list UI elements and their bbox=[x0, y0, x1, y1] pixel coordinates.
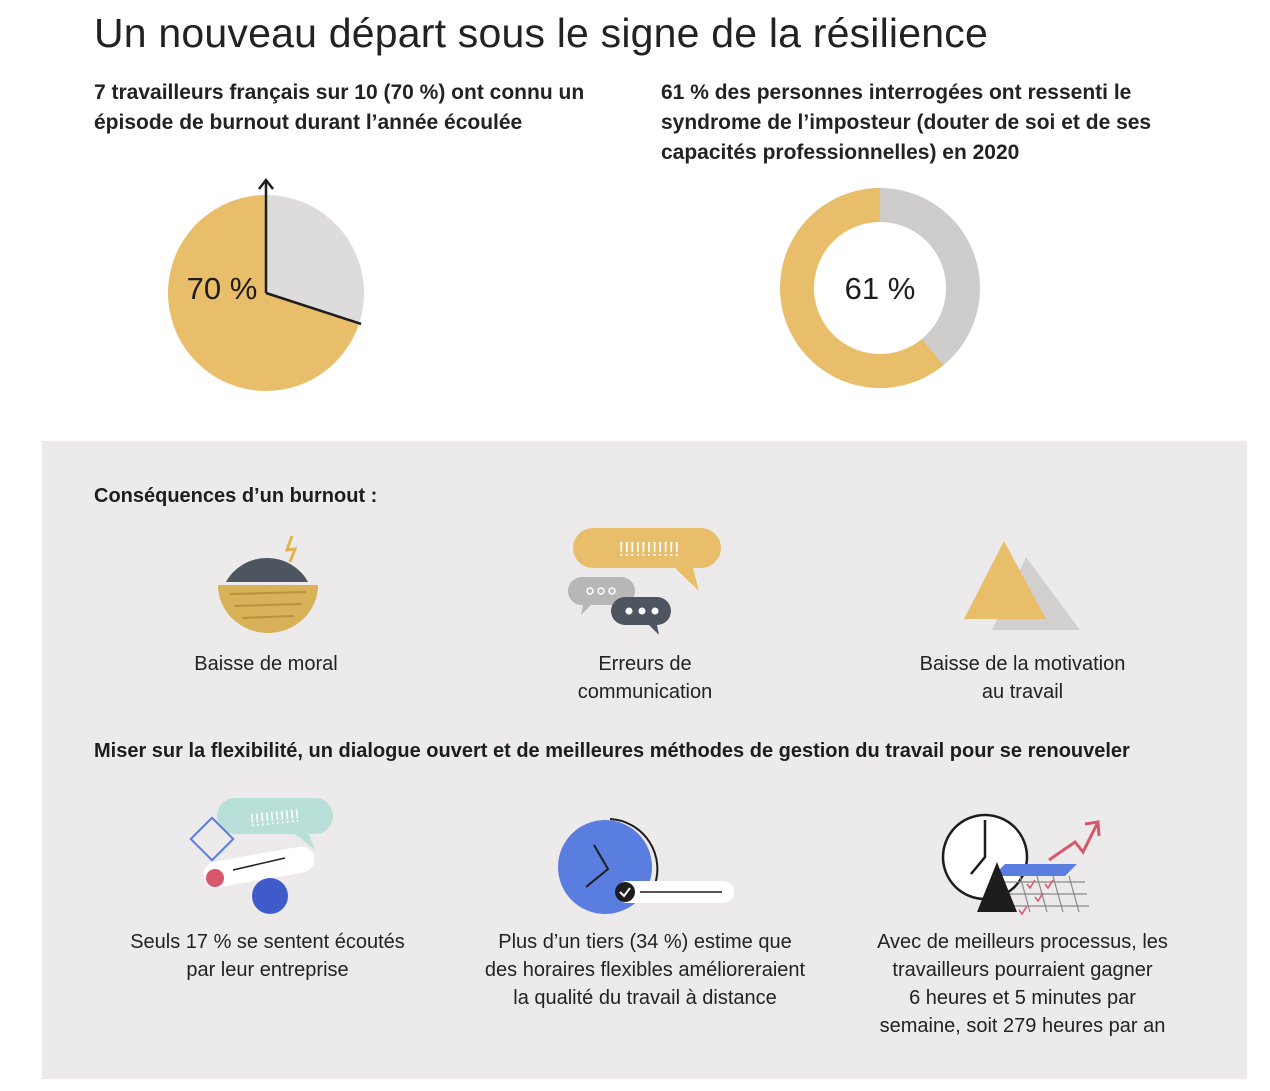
feedback-chat-icon: !!!!!!!!!! bbox=[189, 798, 333, 914]
productivity-calendar-icon bbox=[941, 813, 1101, 916]
consequence-label-communication-line1: Erreurs de bbox=[598, 653, 692, 675]
pie-edge-line bbox=[265, 291, 362, 326]
flex-label-hours-line3: la qualité du travail à distance bbox=[513, 987, 777, 1009]
burnout-pie-chart: 70 % bbox=[167, 177, 364, 391]
consequence-label-motivation: Baisse de la motivation au travail bbox=[880, 650, 1165, 706]
consequence-label-communication-line2: communication bbox=[577, 681, 713, 703]
speech-bubbles-icon: !!!!!!!!!!! bbox=[567, 528, 721, 635]
donut-data-label: 61 % bbox=[845, 271, 916, 306]
donut-slice-imposter bbox=[780, 188, 944, 389]
donut-slice-other bbox=[880, 188, 980, 366]
flex-label-processes-line4: semaine, soit 279 heures par an bbox=[879, 1015, 1166, 1037]
consequence-label-morale: Baisse de moral bbox=[194, 653, 338, 675]
flex-label-processes-line1: Avec de meilleurs processus, les bbox=[877, 931, 1168, 953]
flex-label-listened-line2: par leur entreprise bbox=[186, 959, 349, 981]
pie-slice-other bbox=[266, 195, 364, 324]
stat-imposter-text: 61 % des personnes interrogées ont resse… bbox=[661, 81, 1152, 164]
stat-burnout-text: 7 travailleurs français sur 10 (70 %) on… bbox=[94, 81, 585, 134]
consequence-label-communication: Erreurs de communication bbox=[520, 650, 770, 706]
flex-label-processes-line3: 6 heures et 5 minutes par bbox=[909, 987, 1136, 1009]
consequences-heading: Conséquences d’un burnout : bbox=[94, 485, 378, 507]
page-title: Un nouveau départ sous le signe de la ré… bbox=[94, 10, 988, 56]
flex-label-processes-line2: travailleurs pourraient gagner bbox=[892, 959, 1153, 981]
pie-data-label: 70 % bbox=[187, 271, 258, 306]
flexibility-heading: Miser sur la flexibilité, un dialogue ou… bbox=[94, 740, 1130, 762]
flex-label-processes: Avec de meilleurs processus, les travail… bbox=[840, 928, 1205, 1040]
alert-bubble-text: !!!!!!!!!!! bbox=[618, 539, 679, 561]
imposter-donut-chart: 61 % bbox=[780, 188, 980, 389]
consequence-label-motivation-line1: Baisse de la motivation bbox=[919, 653, 1126, 675]
flex-label-hours: Plus d’un tiers (34 %) estime que des ho… bbox=[455, 928, 835, 1012]
low-morale-icon bbox=[218, 535, 318, 633]
pie-arrow-head bbox=[258, 177, 274, 190]
triangles-icon bbox=[964, 541, 1080, 630]
flex-label-hours-line1: Plus d’un tiers (34 %) estime que bbox=[498, 931, 792, 953]
pie-slice-burnout bbox=[167, 195, 360, 391]
flexible-clock-icon bbox=[558, 818, 734, 914]
flex-label-listened-line1: Seuls 17 % se sentent écoutés bbox=[130, 931, 405, 953]
consequence-label-motivation-line2: au travail bbox=[981, 681, 1064, 703]
flex-label-hours-line2: des horaires flexibles amélioreraient bbox=[484, 959, 806, 981]
flex-label-listened: Seuls 17 % se sentent écoutés par leur e… bbox=[100, 928, 435, 984]
